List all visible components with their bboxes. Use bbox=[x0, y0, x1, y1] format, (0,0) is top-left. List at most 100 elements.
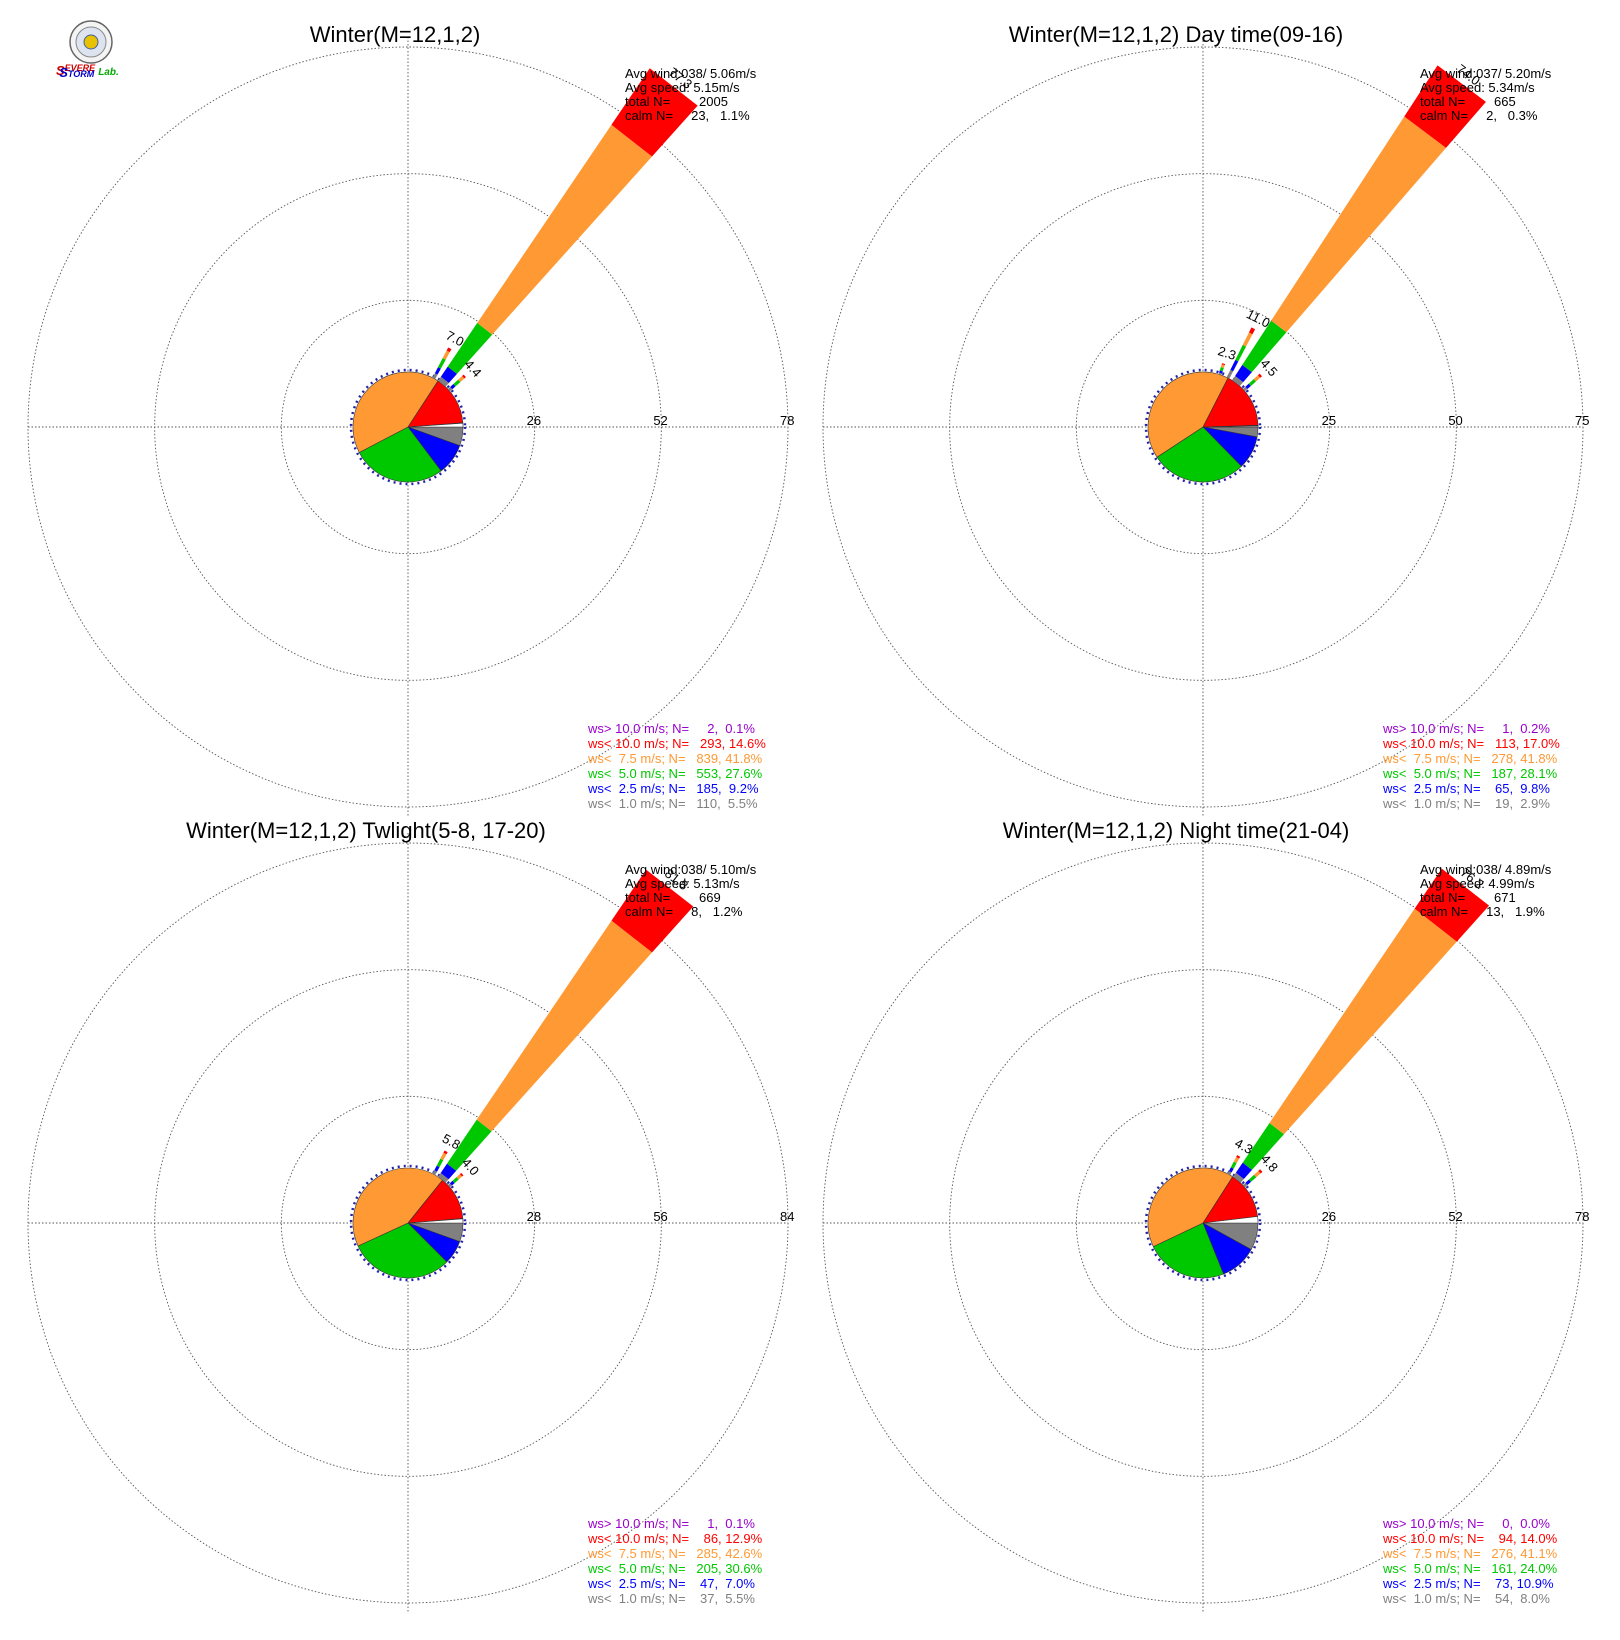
bar-segment bbox=[447, 1183, 452, 1188]
bar-segment bbox=[447, 322, 493, 374]
bar-segment bbox=[438, 376, 449, 387]
pie-slice bbox=[352, 371, 439, 453]
grid-ring bbox=[1075, 1095, 1331, 1351]
bar-segment bbox=[453, 379, 461, 387]
bar-segment bbox=[447, 1119, 492, 1171]
stat-calm: calm N= 8, 1.2% bbox=[625, 904, 743, 919]
bar-segment bbox=[434, 1165, 440, 1172]
logo-seal-center bbox=[83, 34, 99, 50]
pie-slice bbox=[358, 426, 442, 483]
bar-segment bbox=[1219, 370, 1223, 374]
bar-segment bbox=[432, 1170, 438, 1176]
bar-segment bbox=[476, 920, 653, 1132]
legend-entry: ws< 5.0 m/s; N= 553, 27.6% bbox=[587, 766, 763, 781]
bar-segment bbox=[1236, 1155, 1241, 1159]
bar-segment bbox=[449, 1180, 455, 1186]
pie-outline bbox=[349, 1164, 467, 1282]
bar-segment bbox=[1245, 1179, 1252, 1185]
legend-entry: ws< 1.0 m/s; N= 37, 5.5% bbox=[587, 1591, 755, 1606]
ring-label: 25 bbox=[1322, 413, 1336, 428]
ring-label: 52 bbox=[1448, 1209, 1462, 1224]
bar-segment bbox=[1248, 379, 1256, 387]
stat-calm: calm N= 13, 1.9% bbox=[1420, 904, 1545, 919]
legend-entry: ws< 10.0 m/s; N= 113, 17.0% bbox=[1382, 736, 1560, 751]
bar-segment bbox=[1253, 375, 1261, 382]
ring-label: 56 bbox=[653, 1209, 667, 1224]
stat-avg-speed: Avg speed: 4.99m/s bbox=[1420, 876, 1535, 891]
bar-value-label: 5.8 bbox=[440, 1131, 463, 1153]
bar-segment bbox=[436, 1158, 444, 1168]
bar-segment bbox=[1248, 327, 1256, 335]
bar-segment bbox=[1242, 332, 1253, 347]
bar-segment bbox=[1227, 1170, 1232, 1176]
ring-label: 26 bbox=[527, 413, 541, 428]
legend-entry: ws< 1.0 m/s; N= 110, 5.5% bbox=[587, 796, 758, 811]
bar-segment bbox=[1257, 373, 1262, 378]
bar-segment bbox=[611, 869, 694, 953]
bar-segment bbox=[1242, 1122, 1284, 1170]
legend-entry: ws< 7.5 m/s; N= 276, 41.1% bbox=[1382, 1546, 1558, 1561]
bar-segment bbox=[452, 1177, 459, 1184]
logo-s2: S bbox=[59, 65, 68, 80]
legend-entry: ws< 10.0 m/s; N= 293, 14.6% bbox=[587, 736, 766, 751]
legend-entry: ws< 5.0 m/s; N= 161, 24.0% bbox=[1382, 1561, 1558, 1576]
chart-title: Winter(M=12,1,2) Twlight(5-8, 17-20) bbox=[186, 818, 546, 843]
severe-storm-lab-logo: SEVERESTORM Lab. bbox=[56, 20, 119, 80]
chart-title: Winter(M=12,1,2) Day time(09-16) bbox=[1009, 22, 1343, 47]
legend-entry: ws> 10.0 m/s; N= 1, 0.1% bbox=[587, 1516, 755, 1531]
pie-outline bbox=[349, 368, 467, 486]
stat-total: total N= 2005 bbox=[625, 94, 728, 109]
pie-outline bbox=[1144, 1164, 1262, 1282]
bar-segment bbox=[446, 347, 452, 353]
bar-segment bbox=[1232, 375, 1244, 386]
ring-label: 26 bbox=[1322, 1209, 1336, 1224]
stat-avg-speed: Avg speed: 5.34m/s bbox=[1420, 80, 1535, 95]
bar-segment bbox=[1248, 1174, 1257, 1182]
pie-slice bbox=[407, 422, 464, 428]
legend-entry: ws< 2.5 m/s; N= 185, 9.2% bbox=[587, 781, 759, 796]
pie-slice bbox=[1156, 426, 1242, 483]
ring-label: 52 bbox=[653, 413, 667, 428]
chart-title: Winter(M=12,1,2) Night time(21-04) bbox=[1003, 818, 1350, 843]
logo-lab: Lab. bbox=[98, 67, 119, 78]
pie-slice bbox=[357, 1222, 448, 1279]
bar-segment bbox=[456, 1174, 463, 1180]
bar-segment bbox=[1254, 1170, 1261, 1178]
bar-segment bbox=[1414, 868, 1490, 942]
legend-entry: ws> 10.0 m/s; N= 1, 0.2% bbox=[1382, 721, 1550, 736]
stat-total: total N= 669 bbox=[625, 890, 721, 905]
logo-torm: TORM bbox=[68, 69, 95, 79]
stat-avg-wind: Avg wind:038/ 4.89m/s bbox=[1420, 862, 1552, 877]
bar-segment bbox=[1242, 320, 1287, 373]
bar-segment bbox=[1235, 344, 1247, 362]
bar-segment bbox=[1219, 366, 1224, 372]
bar-segment bbox=[458, 376, 465, 383]
legend-entry: ws> 10.0 m/s; N= 0, 0.0% bbox=[1382, 1516, 1550, 1531]
bar-segment bbox=[1269, 908, 1457, 1135]
bar-segment bbox=[1404, 65, 1486, 148]
pie-slice bbox=[1202, 425, 1259, 428]
legend-entry: ws< 5.0 m/s; N= 205, 30.6% bbox=[587, 1561, 763, 1576]
bar-segment bbox=[1230, 359, 1239, 372]
stat-total: total N= 665 bbox=[1420, 94, 1516, 109]
bar-segment bbox=[443, 1150, 448, 1155]
logo-text: SEVERESTORM Lab. bbox=[56, 63, 119, 80]
bar-segment bbox=[437, 358, 446, 369]
pie-slice bbox=[1202, 1216, 1259, 1224]
bar-segment bbox=[477, 124, 653, 335]
grid-ring bbox=[280, 299, 536, 555]
bar-segment bbox=[1233, 1172, 1244, 1183]
ring-label: 78 bbox=[1575, 1209, 1589, 1224]
logo-evere: EVERE bbox=[65, 63, 97, 73]
bar-segment bbox=[442, 350, 450, 360]
bar-segment bbox=[438, 1172, 449, 1183]
pie-outline bbox=[1144, 368, 1262, 486]
ring-label: 50 bbox=[1448, 413, 1462, 428]
stat-total: total N= 671 bbox=[1420, 890, 1516, 905]
stat-calm: calm N= 2, 0.3% bbox=[1420, 108, 1538, 123]
ring-label: 28 bbox=[527, 1209, 541, 1224]
bar-segment bbox=[1218, 372, 1222, 376]
